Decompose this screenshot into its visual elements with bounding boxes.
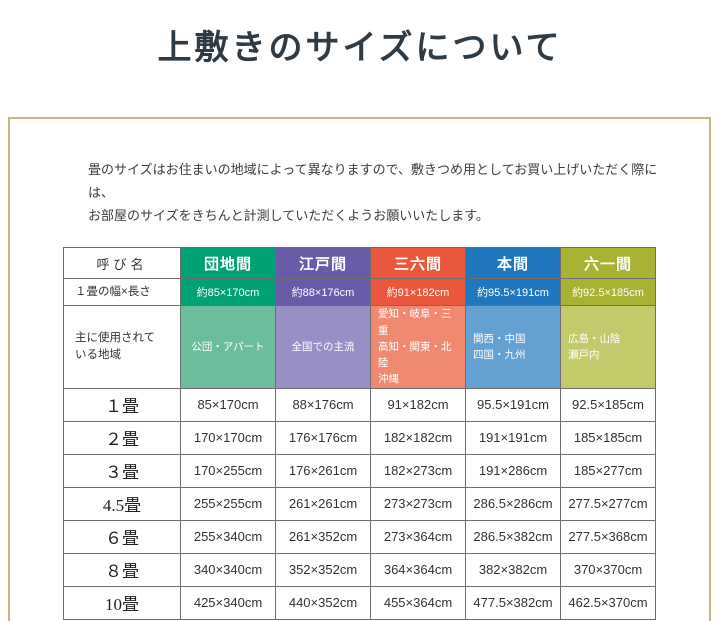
size-value-cell: 191×286cm — [465, 453, 561, 488]
size-value-cell: 462.5×370cm — [560, 585, 656, 620]
size-value-cell: 185×277cm — [560, 453, 656, 488]
region-row-label-line2: いる地域 — [75, 348, 121, 361]
region-cell-honma: 関西・中国 四国・九州 — [465, 305, 561, 389]
size-value-cell: 273×364cm — [370, 519, 466, 554]
table-row-size-6jo: ６畳 255×340cm 261×352cm 273×364cm 286.5×3… — [63, 519, 656, 554]
column-header-sanrokuma: 三六間 — [370, 247, 466, 280]
intro-line-2: お部屋のサイズをきちんと計測していただくようお願いいたします。 — [88, 207, 489, 223]
size-value-cell: 92.5×185cm — [560, 387, 656, 422]
size-row-label: 10畳 — [63, 585, 181, 620]
size-value-cell: 273×273cm — [370, 486, 466, 521]
size-value-cell: 440×352cm — [275, 585, 371, 620]
size-value-cell: 95.5×191cm — [465, 387, 561, 422]
size-row-label: ８畳 — [63, 552, 181, 587]
size-value-cell: 261×261cm — [275, 486, 371, 521]
size-value-cell: 364×364cm — [370, 552, 466, 587]
column-header-edoma: 江戸間 — [275, 247, 371, 280]
table-row-size-4-5jo: 4.5畳 255×255cm 261×261cm 273×273cm 286.5… — [63, 486, 656, 521]
region-cell-rokuichima: 広島・山陰 瀬戸内 — [560, 305, 656, 389]
region-line: 全国での主流 — [291, 340, 355, 353]
size-value-cell: 191×191cm — [465, 420, 561, 455]
table-row-region: 主に使用されて いる地域 公団・アパート 全国での主流 愛知・岐阜・三重 高知・… — [63, 305, 656, 389]
size-value-cell: 182×273cm — [370, 453, 466, 488]
column-header-danchima: 団地間 — [180, 247, 276, 280]
size-value-cell: 176×261cm — [275, 453, 371, 488]
size-value-cell: 85×170cm — [180, 387, 276, 422]
size-value-cell: 286.5×382cm — [465, 519, 561, 554]
size-value-cell: 182×182cm — [370, 420, 466, 455]
page-title: 上敷きのサイズについて — [157, 30, 563, 67]
size-value-cell: 340×340cm — [180, 552, 276, 587]
region-line: 瀬戸内 — [568, 348, 600, 361]
table-row-size-1jo: １畳 85×170cm 88×176cm 91×182cm 95.5×191cm… — [63, 387, 656, 422]
region-row-label-line1: 主に使用されて — [75, 331, 156, 344]
tatami-size-table: 呼び名 団地間 江戸間 三六間 本間 六一間 １畳の幅×長さ 約85×170cm… — [63, 247, 656, 620]
size-value-cell: 91×182cm — [370, 387, 466, 422]
size-value-cell: 277.5×368cm — [560, 519, 656, 554]
region-cell-edoma: 全国での主流 — [275, 305, 371, 389]
size-value-cell: 170×170cm — [180, 420, 276, 455]
size-value-cell: 425×340cm — [180, 585, 276, 620]
region-line: 広島・山陰 — [568, 332, 621, 345]
table-row-size-3jo: ３畳 170×255cm 176×261cm 182×273cm 191×286… — [63, 453, 656, 488]
size-value-cell: 170×255cm — [180, 453, 276, 488]
region-line: 四国・九州 — [473, 348, 526, 361]
size-row-label: ６畳 — [63, 519, 181, 554]
corner-cell: 呼び名 — [63, 247, 181, 280]
size-row-label: ２畳 — [63, 420, 181, 455]
content-frame: 畳のサイズはお住まいの地域によって異なりますので、敷きつめ用としてお買い上げいた… — [8, 117, 711, 621]
size-value-cell: 370×370cm — [560, 552, 656, 587]
size-value-cell: 286.5×286cm — [465, 486, 561, 521]
table-row-width: １畳の幅×長さ 約85×170cm 約88×176cm 約91×182cm 約9… — [63, 278, 656, 307]
width-cell-sanrokuma: 約91×182cm — [370, 278, 466, 307]
region-line: 沖縄 — [378, 373, 399, 386]
intro-line-1: 畳のサイズはお住まいの地域によって異なりますので、敷きつめ用としてお買い上げいた… — [88, 162, 658, 200]
size-row-label: １畳 — [63, 387, 181, 422]
column-header-honma: 本間 — [465, 247, 561, 280]
size-value-cell: 455×364cm — [370, 585, 466, 620]
table-row-size-2jo: ２畳 170×170cm 176×176cm 182×182cm 191×191… — [63, 420, 656, 455]
region-line: 関西・中国 — [473, 332, 526, 345]
column-header-rokuichima: 六一間 — [560, 247, 656, 280]
size-value-cell: 88×176cm — [275, 387, 371, 422]
size-value-cell: 477.5×382cm — [465, 585, 561, 620]
intro-text: 畳のサイズはお住まいの地域によって異なりますので、敷きつめ用としてお買い上げいた… — [10, 119, 709, 227]
region-row-label: 主に使用されて いる地域 — [63, 305, 181, 389]
size-value-cell: 382×382cm — [465, 552, 561, 587]
size-value-cell: 176×176cm — [275, 420, 371, 455]
table-row-column-headers: 呼び名 団地間 江戸間 三六間 本間 六一間 — [63, 247, 656, 280]
region-line: 公団・アパート — [191, 340, 265, 353]
size-value-cell: 261×352cm — [275, 519, 371, 554]
region-line: 高知・関東・北陸 — [378, 340, 452, 370]
width-cell-danchima: 約85×170cm — [180, 278, 276, 307]
region-cell-sanrokuma: 愛知・岐阜・三重 高知・関東・北陸 沖縄 — [370, 305, 466, 389]
size-row-label: 4.5畳 — [63, 486, 181, 521]
size-value-cell: 185×185cm — [560, 420, 656, 455]
region-line: 愛知・岐阜・三重 — [378, 308, 452, 337]
size-value-cell: 277.5×277cm — [560, 486, 656, 521]
width-cell-rokuichima: 約92.5×185cm — [560, 278, 656, 307]
size-value-cell: 255×340cm — [180, 519, 276, 554]
table-row-size-8jo: ８畳 340×340cm 352×352cm 364×364cm 382×382… — [63, 552, 656, 587]
width-cell-honma: 約95.5×191cm — [465, 278, 561, 307]
table-row-size-10jo: 10畳 425×340cm 440×352cm 455×364cm 477.5×… — [63, 585, 656, 620]
size-value-cell: 352×352cm — [275, 552, 371, 587]
size-row-label: ３畳 — [63, 453, 181, 488]
width-row-label: １畳の幅×長さ — [63, 278, 181, 307]
region-cell-danchima: 公団・アパート — [180, 305, 276, 389]
size-value-cell: 255×255cm — [180, 486, 276, 521]
width-cell-edoma: 約88×176cm — [275, 278, 371, 307]
